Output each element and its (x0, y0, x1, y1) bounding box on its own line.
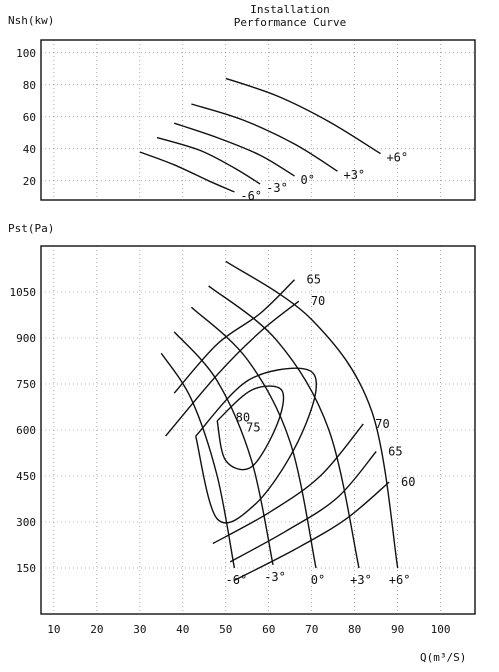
curve-label: 0° (311, 573, 325, 587)
x-tick-label: 70 (305, 623, 318, 636)
y-tick-label: 750 (16, 378, 36, 391)
curve-label: 60 (401, 475, 415, 489)
blade-angle-curve-plus3deg (191, 103, 338, 172)
blade-angle-curve-0deg (190, 306, 317, 569)
plot-frame (40, 39, 476, 201)
plot-frame (40, 245, 476, 615)
x-tick-label: 20 (90, 623, 103, 636)
efficiency-curve-70 (212, 423, 364, 545)
blade-angle-curve-plus6deg (225, 260, 399, 569)
efficiency-curve-65 (173, 279, 295, 394)
x-tick-label: 10 (47, 623, 60, 636)
curve-label: -3° (264, 570, 286, 584)
chart-title-line1: Installation (250, 3, 330, 16)
curve-label: -3° (266, 181, 288, 195)
y-tick-label: 40 (23, 143, 36, 156)
pressure-chart: 1050 900 750 600 450 300 150 10 20 30 40 50 60 70 80 90… (10, 245, 476, 636)
power-axis-label: Nsh(kw) (8, 14, 55, 27)
pressure-axis-label: Pst(Pa) (8, 222, 55, 235)
blade-angle-curve-minus6deg (160, 352, 236, 569)
curve-label: 65 (388, 444, 402, 458)
flow-axis-label: Q(m³/S) (420, 651, 467, 664)
curve-label: +6° (389, 573, 411, 587)
x-tick-label: 80 (348, 623, 361, 636)
curve-label: +6° (386, 151, 408, 165)
chart-title-line2: Performance Curve (233, 16, 347, 29)
y-tick-label: 20 (23, 175, 36, 188)
y-tick-label: 450 (16, 470, 36, 483)
blade-angle-curve-plus3deg (208, 285, 360, 569)
blade-angle-curve-minus6deg (139, 151, 235, 193)
blade-angle-curve-minus3deg (173, 331, 274, 566)
curve-label: 70 (375, 417, 389, 431)
efficiency-contour-80 (216, 385, 285, 471)
x-tick-label: 40 (176, 623, 189, 636)
y-tick-label: 900 (16, 332, 36, 345)
curve-label: 70 (311, 294, 325, 308)
x-tick-label: 30 (133, 623, 146, 636)
x-tick-label: 50 (219, 623, 232, 636)
y-tick-label: 80 (23, 79, 36, 92)
y-tick-label: 600 (16, 424, 36, 437)
power-chart: 100 80 60 40 20 -6° -3° 0° +3° +6° (16, 39, 476, 203)
efficiency-curve-60 (234, 481, 390, 581)
curve-label: +3° (343, 168, 365, 182)
efficiency-curve-65 (229, 451, 377, 563)
curve-label: 0° (301, 173, 315, 187)
blade-angle-curve-0deg (173, 122, 295, 177)
curve-label: -6° (240, 189, 262, 203)
blade-angle-curve-plus6deg (225, 77, 381, 155)
y-tick-label: 1050 (10, 286, 37, 299)
y-tick-label: 60 (23, 111, 36, 124)
x-tick-label: 60 (262, 623, 275, 636)
curve-label: 80 (236, 410, 250, 424)
y-tick-label: 100 (16, 47, 36, 60)
x-tick-label: 100 (431, 623, 451, 636)
x-tick-label: 90 (391, 623, 404, 636)
y-tick-label: 300 (16, 516, 36, 529)
y-tick-label: 150 (16, 562, 36, 575)
blade-angle-curve-minus3deg (156, 136, 261, 185)
curve-label: +3° (350, 573, 372, 587)
efficiency-contour-75 (195, 367, 318, 524)
curve-label: 75 (246, 420, 260, 434)
curve-label: -6° (226, 573, 248, 587)
efficiency-curve-70 (165, 300, 300, 437)
curve-label: 65 (307, 273, 321, 287)
